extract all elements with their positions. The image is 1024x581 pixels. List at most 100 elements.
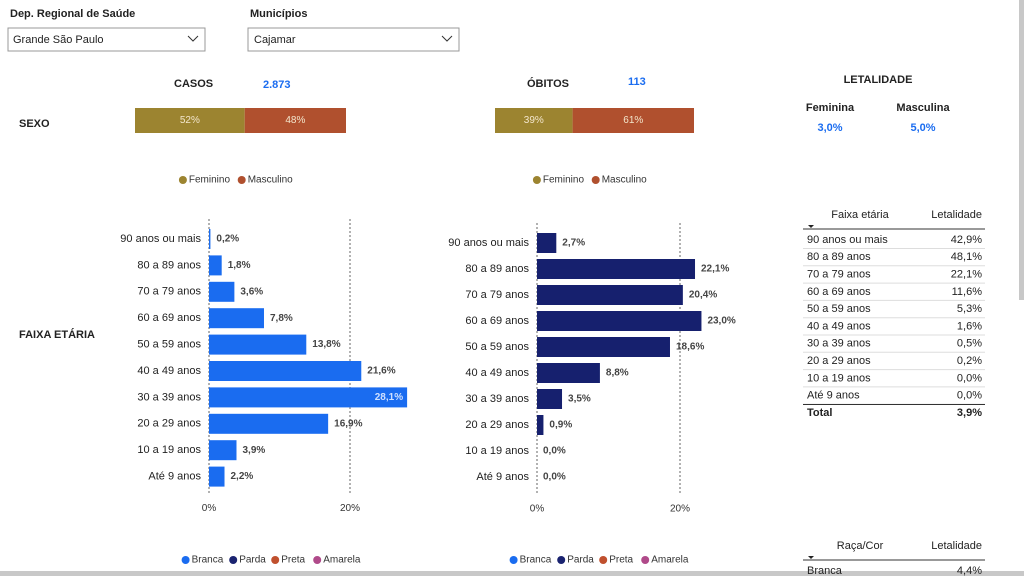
y-tick-label: 60 a 69 anos [465,315,529,327]
y-tick-label: 80 a 89 anos [137,259,201,271]
table-cell: 90 anos ou mais [807,234,888,246]
scrollbar[interactable] [1019,0,1024,300]
dropdown-value[interactable]: Grande São Paulo [13,34,104,46]
data-label: 1,8% [228,260,251,271]
data-label: 22,1% [701,264,729,275]
y-tick-label: 10 a 19 anos [137,444,201,456]
legend-swatch [229,556,238,564]
table-cell: Até 9 anos [807,390,860,402]
data-label: 3,5% [568,394,591,405]
filter-label: Municípios [250,8,307,20]
table-cell: 1,6% [957,320,982,332]
bar [209,281,235,302]
y-tick-label: 60 a 69 anos [137,312,201,324]
dropdown[interactable] [7,27,206,52]
bar [209,361,362,381]
table-cell: 20 a 29 anos [807,355,871,367]
kpi-value: 113 [628,76,646,88]
data-label: 0,0% [543,472,566,483]
data-label: 48% [285,115,305,126]
bar [537,389,563,409]
table-cell: 42,9% [951,234,982,246]
data-label: 3,6% [240,286,263,297]
data-label: 2,7% [562,238,585,249]
y-tick-label: 90 anos ou mais [120,233,201,245]
x-tick-label: 20% [340,503,360,514]
y-tick-label: 20 a 29 anos [137,418,201,430]
bar [209,255,222,276]
legend-swatch [641,556,650,564]
bar [209,308,264,329]
table-cell: 0,0% [957,390,982,402]
data-label: 13,8% [312,339,340,350]
data-label: 52% [180,115,200,126]
legend-label: Preta [609,555,633,566]
y-tick-label: 50 a 59 anos [465,341,529,353]
bar-segment [495,108,573,133]
y-tick-label: 30 a 39 anos [137,391,201,403]
y-tick-label: 40 a 49 anos [137,365,201,377]
bar [537,415,544,435]
bar [537,233,557,253]
table-total: 3,9% [957,407,982,419]
bar-segment [244,108,346,133]
table-header: Raça/Cor [837,540,884,552]
bar-segment [135,108,245,133]
y-tick-label: 70 a 79 anos [137,286,201,298]
data-label: 8,8% [606,368,629,379]
y-tick-label: 20 a 29 anos [465,419,529,431]
table-cell: Branca [807,565,843,576]
section-label: SEXO [19,118,50,130]
legend-swatch [599,556,608,564]
legend-label: Masculino [248,175,293,186]
legend-swatch [271,556,280,564]
y-tick-label: Até 9 anos [148,471,201,483]
table-cell: 48,1% [951,251,982,263]
data-label: 21,6% [367,366,395,377]
table-cell: 22,1% [951,269,982,281]
table-cell: 0,0% [957,372,982,384]
kpi-value: 2.873 [263,79,291,91]
table-cell: 80 a 89 anos [807,251,871,263]
table-cell: 60 a 69 anos [807,286,871,298]
legend-label: Parda [239,555,266,566]
data-label: 23,0% [707,316,735,327]
data-label: 28,1% [375,392,403,403]
bar [209,413,329,434]
table-cell: 40 a 49 anos [807,320,871,332]
dropdown-arrow [187,35,199,42]
legend-label: Feminino [543,175,585,186]
bar [209,229,211,249]
legend-swatch [509,556,518,564]
legend-label: Parda [567,555,594,566]
kpi-title: LETALIDADE [844,74,913,86]
bar [209,334,307,355]
dropdown-value[interactable]: Cajamar [254,34,296,46]
data-label: 18,6% [676,342,704,353]
dropdown[interactable] [247,27,460,52]
sort-icon [808,556,814,559]
data-label: 3,9% [242,445,265,456]
kpi-label: Feminina [806,102,855,114]
legend-swatch [313,556,322,564]
section-label: FAIXA ETÁRIA [19,328,95,341]
scrollbar[interactable] [0,571,1024,576]
data-label: 20,4% [689,290,717,301]
data-label: 16,9% [334,418,362,429]
y-tick-label: 40 a 49 anos [465,367,529,379]
legend-swatch [557,556,566,564]
kpi-value: 5,0% [910,122,935,134]
y-tick-label: Até 9 anos [476,471,529,483]
table-cell: 30 a 39 anos [807,338,871,350]
data-label: 2,2% [231,471,254,482]
table-cell: 0,2% [957,355,982,367]
dropdown-arrow [441,35,453,42]
x-tick-label: 0% [202,503,217,514]
kpi-title: ÓBITOS [527,77,569,90]
bar-segment [572,108,694,133]
table-cell: 70 a 79 anos [807,269,871,281]
kpi-title: CASOS [174,78,213,90]
y-tick-label: 10 a 19 anos [465,445,529,457]
table-cell: 5,3% [957,303,982,315]
data-label: 0,9% [549,420,572,431]
